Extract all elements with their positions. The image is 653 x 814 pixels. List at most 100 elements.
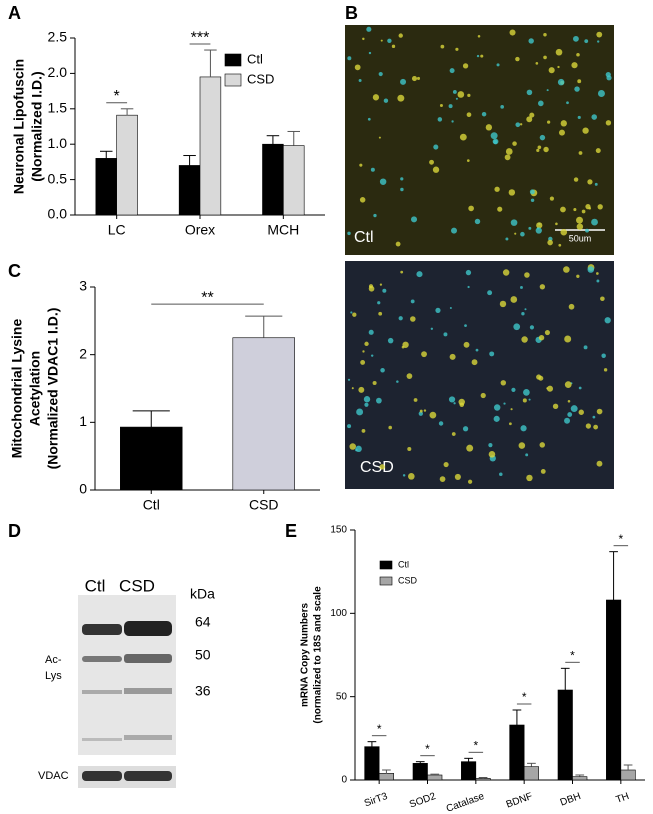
y-axis-label: mRNA Copy Numbers — [300, 603, 311, 708]
cell-dot — [573, 35, 579, 42]
y-tick-label: 100 — [330, 608, 347, 619]
cell-dot — [564, 417, 571, 424]
cell-dot — [529, 325, 535, 330]
cell-dot — [362, 37, 365, 41]
cell-dot — [347, 231, 351, 236]
cell-dot — [471, 359, 478, 366]
legend-label: Ctl — [247, 51, 263, 66]
bar — [364, 746, 380, 781]
cell-dot — [558, 129, 565, 136]
cell-dot — [578, 151, 583, 155]
cell-dot — [603, 368, 608, 372]
cell-dot — [597, 204, 603, 210]
protein-label: Ac- — [45, 654, 62, 666]
cell-dot — [596, 460, 603, 467]
blot-band — [82, 624, 122, 635]
cell-dot — [419, 409, 423, 413]
cell-dot — [515, 122, 521, 128]
cell-dot — [440, 44, 445, 49]
cell-dot — [557, 78, 565, 86]
panel-letter: E — [285, 521, 297, 541]
cell-dot — [378, 136, 381, 139]
cell-dot — [592, 415, 596, 419]
cell-dot — [523, 389, 530, 396]
cell-dot — [463, 341, 470, 348]
y-axis-label: Mitochondrial Lysine — [9, 319, 25, 459]
cell-dot — [578, 409, 584, 415]
bar — [620, 769, 636, 781]
cell-dot — [388, 425, 393, 430]
cell-dot — [573, 177, 579, 182]
cell-dot — [488, 451, 496, 458]
y-tick-label: 2.0 — [48, 64, 68, 80]
cell-dot — [429, 411, 437, 419]
cell-dot — [539, 284, 546, 290]
cell-dot — [596, 279, 600, 283]
cell-dot — [537, 145, 542, 150]
cell-dot — [368, 329, 374, 335]
significance-label: * — [425, 742, 430, 756]
cell-dot — [457, 91, 465, 98]
cell-dot — [378, 71, 383, 77]
y-axis-label: Acetylation — [27, 351, 43, 426]
image-label: CSD — [360, 459, 394, 476]
cell-dot — [600, 296, 605, 302]
cell-dot — [520, 286, 523, 289]
cell-dot — [480, 54, 484, 58]
cell-dot — [526, 116, 533, 123]
cell-dot — [430, 327, 434, 330]
cell-dot — [358, 386, 365, 393]
cell-dot — [535, 62, 539, 65]
cell-dot — [539, 442, 546, 448]
y-tick-label: 1.0 — [48, 135, 68, 151]
cell-dot — [350, 311, 353, 314]
cell-dot — [518, 442, 526, 449]
cell-dot — [462, 63, 469, 69]
cell-dot — [538, 335, 545, 341]
y-tick-label: 1.5 — [48, 100, 68, 116]
cell-dot — [363, 396, 371, 403]
cell-dot — [355, 445, 362, 452]
cell-dot — [449, 353, 456, 360]
cell-dot — [406, 373, 413, 380]
cell-dot — [367, 117, 371, 121]
bar — [557, 689, 573, 781]
cell-dot — [347, 56, 352, 61]
cell-dot — [585, 204, 591, 210]
cell-dot — [379, 464, 385, 470]
cell-dot — [466, 112, 472, 118]
cell-dot — [400, 78, 407, 85]
cell-dot — [546, 89, 549, 92]
bar — [232, 337, 295, 491]
cell-dot — [509, 29, 516, 36]
significance-label: * — [570, 649, 575, 663]
bar — [427, 774, 443, 781]
scale-bar-label: 50um — [569, 233, 592, 243]
cell-dot — [555, 48, 563, 56]
cell-dot — [591, 114, 597, 120]
cell-dot — [604, 317, 611, 324]
cell-dot — [443, 461, 449, 468]
cell-dot — [520, 231, 525, 237]
bar — [283, 145, 305, 216]
cell-dot — [474, 218, 481, 225]
cell-dot — [449, 68, 455, 74]
cell-dot — [465, 269, 472, 276]
cell-dot — [508, 189, 516, 196]
cell-dot — [356, 408, 364, 416]
cell-dot — [451, 432, 456, 436]
bar — [262, 143, 284, 216]
cell-dot — [362, 350, 365, 353]
cell-dot — [429, 159, 434, 165]
cell-dot — [558, 243, 562, 247]
cell-dot — [522, 398, 527, 403]
cell-dot — [421, 351, 427, 358]
cell-dot — [597, 40, 600, 43]
cell-dot — [596, 272, 599, 275]
significance-label: * — [377, 722, 382, 736]
cell-dot — [593, 424, 599, 430]
cell-dot — [601, 353, 606, 358]
cell-dot — [352, 312, 357, 317]
cell-dot — [512, 141, 517, 146]
y-tick-label: 1 — [79, 413, 87, 429]
